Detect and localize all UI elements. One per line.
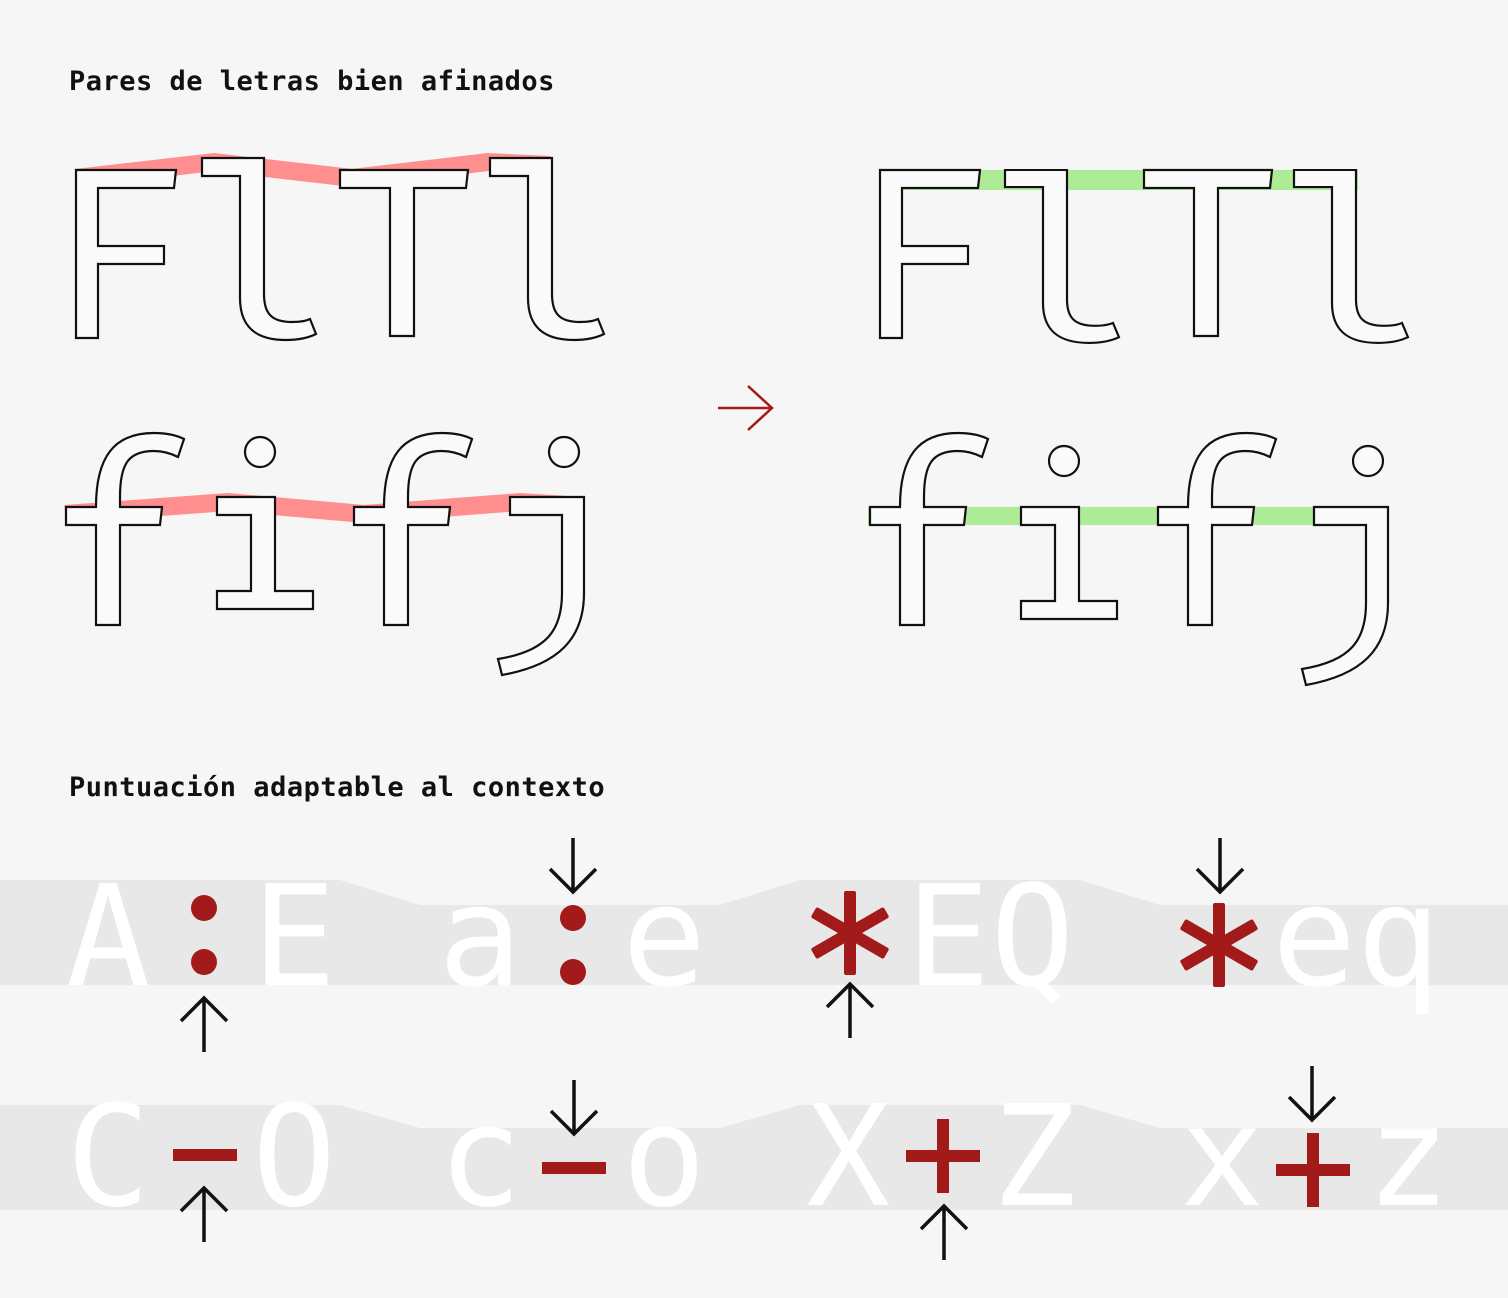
ghost-letter: O <box>252 1076 336 1239</box>
ghost-letter: X <box>806 1076 890 1239</box>
punct-row1: A E a e EQ eq <box>66 856 1441 1019</box>
colon-dot <box>191 895 217 921</box>
arrow-down-icon <box>549 1080 599 1137</box>
ghost-letter: eq <box>1272 856 1441 1019</box>
ghost-letter: E <box>252 856 336 1019</box>
arrow-up-icon <box>179 1185 229 1242</box>
minus-mark <box>173 1149 237 1161</box>
ghost-letter: A <box>66 856 150 1019</box>
plus-mark <box>1276 1133 1350 1207</box>
arrow-down-icon <box>1287 1066 1337 1123</box>
minus-mark <box>542 1162 606 1174</box>
ghost-letter: C <box>66 1076 150 1239</box>
ghost-letter: Z <box>992 1076 1076 1239</box>
arrow-up-icon <box>919 1203 969 1260</box>
arrow-up-icon <box>825 981 875 1038</box>
plus-mark <box>906 1119 980 1193</box>
asterisk-mark <box>1180 903 1258 987</box>
band-row2 <box>0 1105 1508 1210</box>
ghost-letter: EQ <box>906 856 1075 1019</box>
punct-row2: C O c o X Z x z <box>66 1076 1450 1239</box>
asterisk-mark <box>811 891 889 975</box>
arrow-right-icon <box>718 385 774 431</box>
ghost-letter: c <box>438 1076 522 1239</box>
ghost-letter: o <box>622 1076 706 1239</box>
ghost-letter: x <box>1180 1076 1264 1239</box>
heading-ligatures: Pares de letras bien afinados <box>69 66 555 97</box>
colon-dot <box>560 905 586 931</box>
ghost-letter: z <box>1366 1076 1450 1239</box>
arrow-up-icon <box>179 995 229 1052</box>
colon-dot <box>560 959 586 985</box>
aligned-pairs <box>868 168 1410 687</box>
band-row1 <box>0 880 1508 985</box>
heading-punctuation: Puntuación adaptable al contexto <box>69 772 606 803</box>
ghost-letter: a <box>438 856 522 1019</box>
ghost-letter: e <box>622 856 706 1019</box>
colon-dot <box>191 949 217 975</box>
arrow-down-icon <box>548 838 598 895</box>
arrow-down-icon <box>1195 838 1245 895</box>
misaligned-pairs <box>64 152 606 677</box>
